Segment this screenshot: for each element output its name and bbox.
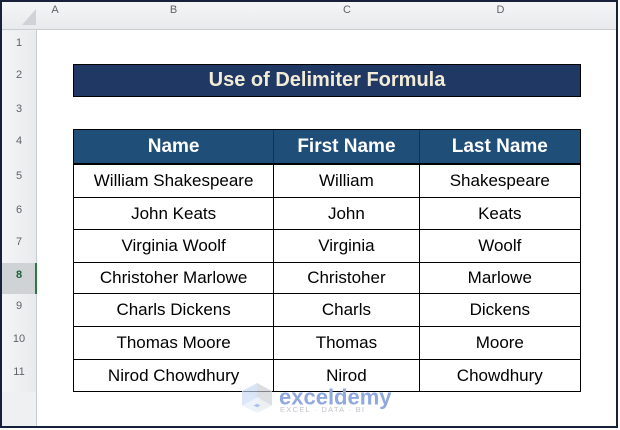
- svg-text:EXCEL · DATA · BI: EXCEL · DATA · BI: [280, 405, 365, 414]
